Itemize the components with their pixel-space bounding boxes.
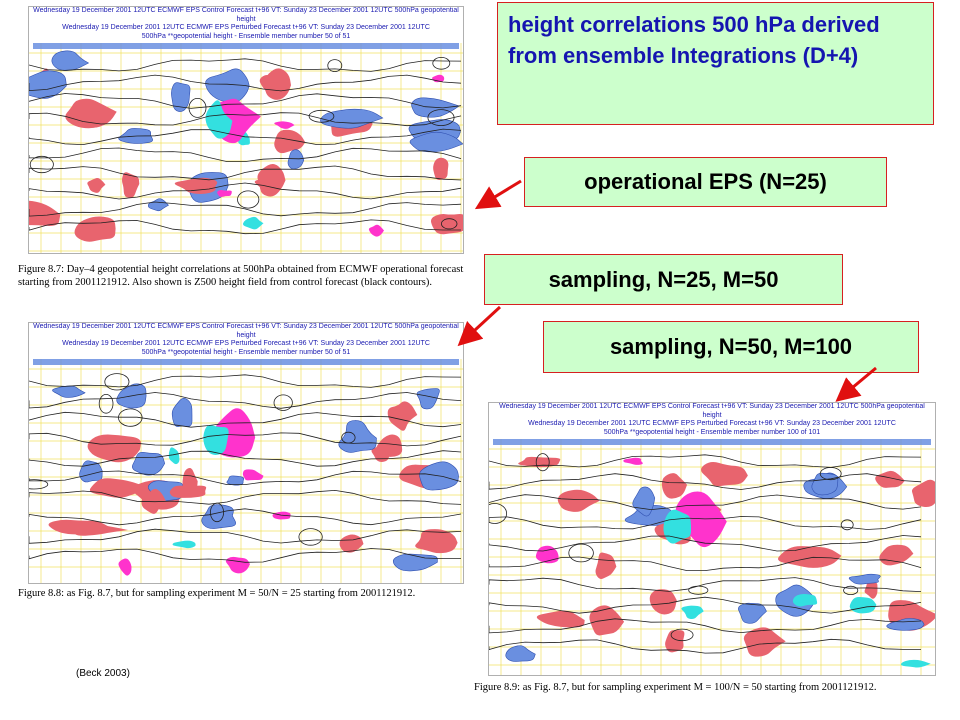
correlation-map-operational: Wednesday 19 December 2001 12UTC ECMWF E… <box>28 6 464 254</box>
source-citation: (Beck 2003) <box>76 668 130 679</box>
correlation-field <box>29 359 463 583</box>
slide-title-box: height correlations 500 hPa derived from… <box>497 2 934 125</box>
correlation-field <box>489 439 935 675</box>
slide-title: height correlations 500 hPa derived from… <box>508 12 880 68</box>
label-operational-eps: operational EPS (N=25) <box>524 157 887 207</box>
correlation-map-sampling-n25: Wednesday 19 December 2001 12UTC ECMWF E… <box>28 322 464 584</box>
figure-caption-8-8: Figure 8.8: as Fig. 8.7, but for samplin… <box>18 588 416 599</box>
arrow-sampling-n50 <box>835 366 877 402</box>
arrow-operational <box>474 179 522 210</box>
correlation-map-sampling-n50: Wednesday 19 December 2001 12UTC ECMWF E… <box>488 402 936 676</box>
figure-caption-8-9: Figure 8.9: as Fig. 8.7, but for samplin… <box>474 682 877 693</box>
label-sampling-n25: sampling, N=25, M=50 <box>484 254 843 305</box>
label-sampling-n50: sampling, N=50, M=100 <box>543 321 919 373</box>
map-header: Wednesday 19 December 2001 12UTC ECMWF E… <box>499 403 925 436</box>
figure-caption-8-7: Figure 8.7: Day–4 geopotential height co… <box>18 264 464 288</box>
map-header: Wednesday 19 December 2001 12UTC ECMWF E… <box>33 323 459 356</box>
arrow-sampling-n25 <box>457 305 502 347</box>
map-header: Wednesday 19 December 2001 12UTC ECMWF E… <box>33 7 459 40</box>
correlation-field <box>29 43 463 253</box>
